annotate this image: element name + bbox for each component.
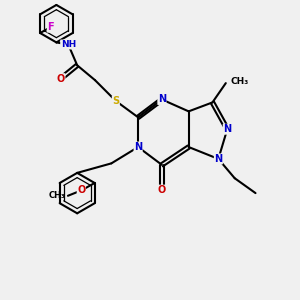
Text: N: N <box>134 142 142 152</box>
Text: N: N <box>158 94 166 104</box>
Text: CH₃: CH₃ <box>230 77 248 86</box>
Text: N: N <box>223 124 231 134</box>
Text: O: O <box>57 74 65 84</box>
Text: S: S <box>112 96 119 106</box>
Text: NH: NH <box>61 40 76 49</box>
Text: N: N <box>214 154 222 164</box>
Text: O: O <box>77 185 86 195</box>
Text: CH₃: CH₃ <box>49 191 66 200</box>
Text: F: F <box>47 22 54 32</box>
Text: O: O <box>158 185 166 195</box>
